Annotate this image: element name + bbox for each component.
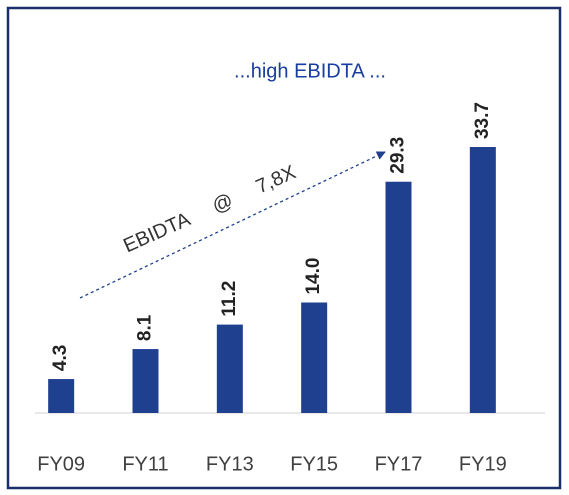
value-label: 4.3 — [50, 345, 71, 371]
frame — [6, 6, 562, 490]
x-tick-label: FY11 — [122, 453, 168, 475]
bar — [132, 349, 159, 413]
bar — [216, 324, 243, 413]
value-label: 29.3 — [388, 137, 409, 174]
bar — [385, 181, 412, 413]
x-tick-label: FY15 — [290, 453, 338, 475]
bar — [469, 147, 496, 413]
bar — [48, 379, 75, 413]
bar — [301, 302, 328, 413]
value-label: 14.0 — [303, 258, 324, 295]
x-tick-label: FY09 — [37, 453, 85, 475]
value-label: 8.1 — [135, 314, 156, 341]
x-tick-label: FY13 — [206, 453, 254, 475]
value-label: 11.2 — [219, 281, 240, 317]
chart-title: ...high EBIDTA ... — [234, 60, 386, 82]
x-tick-label: FY17 — [375, 453, 423, 475]
x-tick-label: FY19 — [459, 453, 507, 475]
value-label: 33.7 — [472, 102, 493, 139]
trend-arrow — [79, 151, 386, 299]
